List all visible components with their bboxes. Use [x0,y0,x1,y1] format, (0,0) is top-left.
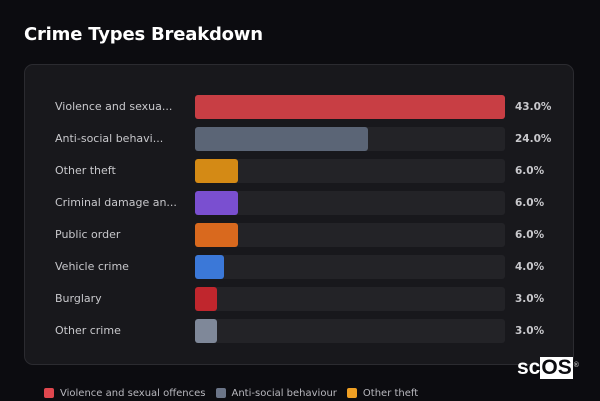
page-title: Crime Types Breakdown [24,24,263,45]
bar-value: 43.0% [515,101,552,113]
bar-track [195,127,505,151]
bar-value: 4.0% [515,261,545,273]
bar-label: Vehicle crime [55,260,129,273]
bar-track [195,255,505,279]
bar-label: Criminal damage an... [55,196,177,209]
bar-value: 3.0% [515,325,545,337]
bar-row: Anti-social behavi... 24.0% [25,127,573,151]
legend-label: Other theft [362,387,419,399]
bar-value: 24.0% [515,133,552,145]
bar-track [195,191,505,215]
chart-card: Violence and sexua... 43.0% Anti-social be… [24,64,574,365]
bar-value: 6.0% [515,197,545,209]
bar-row: Public order 6.0% [25,223,573,247]
bar-fill[interactable] [195,255,224,279]
bar-row: Other theft 6.0% [25,159,573,183]
bar-row: Criminal damage an... 6.0% [25,191,573,215]
legend-item[interactable]: Violence and sexual offences [44,388,206,399]
bar-fill[interactable] [195,287,217,311]
bar-fill[interactable] [195,159,239,183]
legend-item[interactable]: Other theft [346,387,419,399]
chart-legend: Violence and sexual offences Anti-social … [44,385,418,401]
bar-label: Anti-social behavi... [55,132,164,145]
bar-track [195,287,505,311]
bar-row: Violence and sexua... 43.0% [25,95,573,119]
legend-item[interactable]: Anti-social behaviour [215,387,337,399]
bar-fill[interactable] [195,127,369,151]
bar-label: Violence and sexua... [55,100,173,113]
bar-fill[interactable] [195,319,217,343]
bar-label: Burglary [55,292,102,305]
bar-fill[interactable] [195,223,239,247]
bar-track [195,319,505,343]
bar-label: Other crime [55,324,121,337]
legend-swatch-icon [44,388,54,398]
bar-track [195,223,505,247]
watermark-logo: sc OS ® [517,357,579,379]
bar-track [195,95,505,119]
bar-row: Burglary 3.0% [25,287,573,311]
logo-boxed: OS [540,356,573,379]
bar-fill[interactable] [195,191,239,215]
bar-row: Other crime 3.0% [25,319,573,343]
legend-swatch-icon [346,388,357,398]
legend-label: Anti-social behaviour [231,387,337,399]
bar-value: 6.0% [515,229,545,241]
bar-track [195,159,505,183]
bar-fill[interactable] [195,95,505,119]
legend-swatch-icon [215,388,226,398]
legend-label: Violence and sexual offences [60,387,206,399]
logo-prefix: sc [517,356,541,379]
registered-mark-icon: ® [573,362,579,369]
bar-value: 6.0% [515,165,545,177]
bar-label: Public order [55,228,121,241]
bar-row: Vehicle crime 4.0% [25,255,573,279]
bar-value: 3.0% [515,293,545,305]
bar-label: Other theft [55,164,116,177]
